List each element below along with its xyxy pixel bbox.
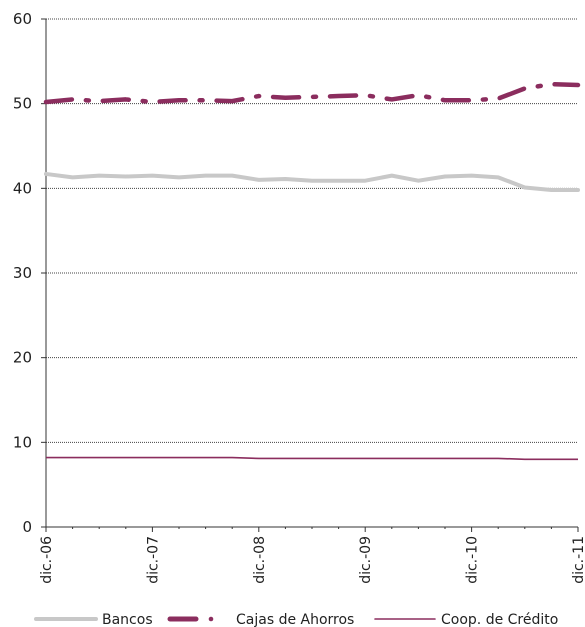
x-tick-label: dic.-06 xyxy=(39,536,55,584)
series-line-1 xyxy=(44,171,580,193)
y-tick-label: 40 xyxy=(13,179,32,197)
x-tick-label: dic.-10 xyxy=(465,536,481,584)
legend-label-2: Cajas de Ahorros xyxy=(236,612,354,627)
series-line-3 xyxy=(46,456,578,461)
x-tick-label: dic.-08 xyxy=(252,536,268,584)
legend-swatch-dot-2 xyxy=(208,616,214,622)
x-tick-label: dic.-07 xyxy=(145,536,161,584)
y-tick-label: 10 xyxy=(13,433,32,451)
y-tick-label: 60 xyxy=(13,10,32,28)
x-axis-ticks: dic.-06 dic.-07 dic.-08 dic.-09 dic.-10 dic.-… xyxy=(39,527,585,584)
y-tick-label: 0 xyxy=(22,518,32,536)
series-lines xyxy=(43,81,581,461)
legend: Bancos Cajas de Ahorros Coop. de Crédito xyxy=(34,612,558,627)
legend-label-1: Bancos xyxy=(102,612,153,627)
y-axis-ticks: 0 10 20 30 40 50 60 xyxy=(13,10,46,536)
grid-lines xyxy=(46,18,578,443)
y-tick-label: 50 xyxy=(13,95,32,113)
y-tick-label: 20 xyxy=(13,349,32,367)
x-tick-label: dic.-11 xyxy=(571,536,585,584)
legend-label-3: Coop. de Crédito xyxy=(441,612,558,627)
series-line-2 xyxy=(43,81,581,105)
x-tick-label: dic.-09 xyxy=(358,536,374,584)
y-tick-label: 30 xyxy=(13,264,32,282)
